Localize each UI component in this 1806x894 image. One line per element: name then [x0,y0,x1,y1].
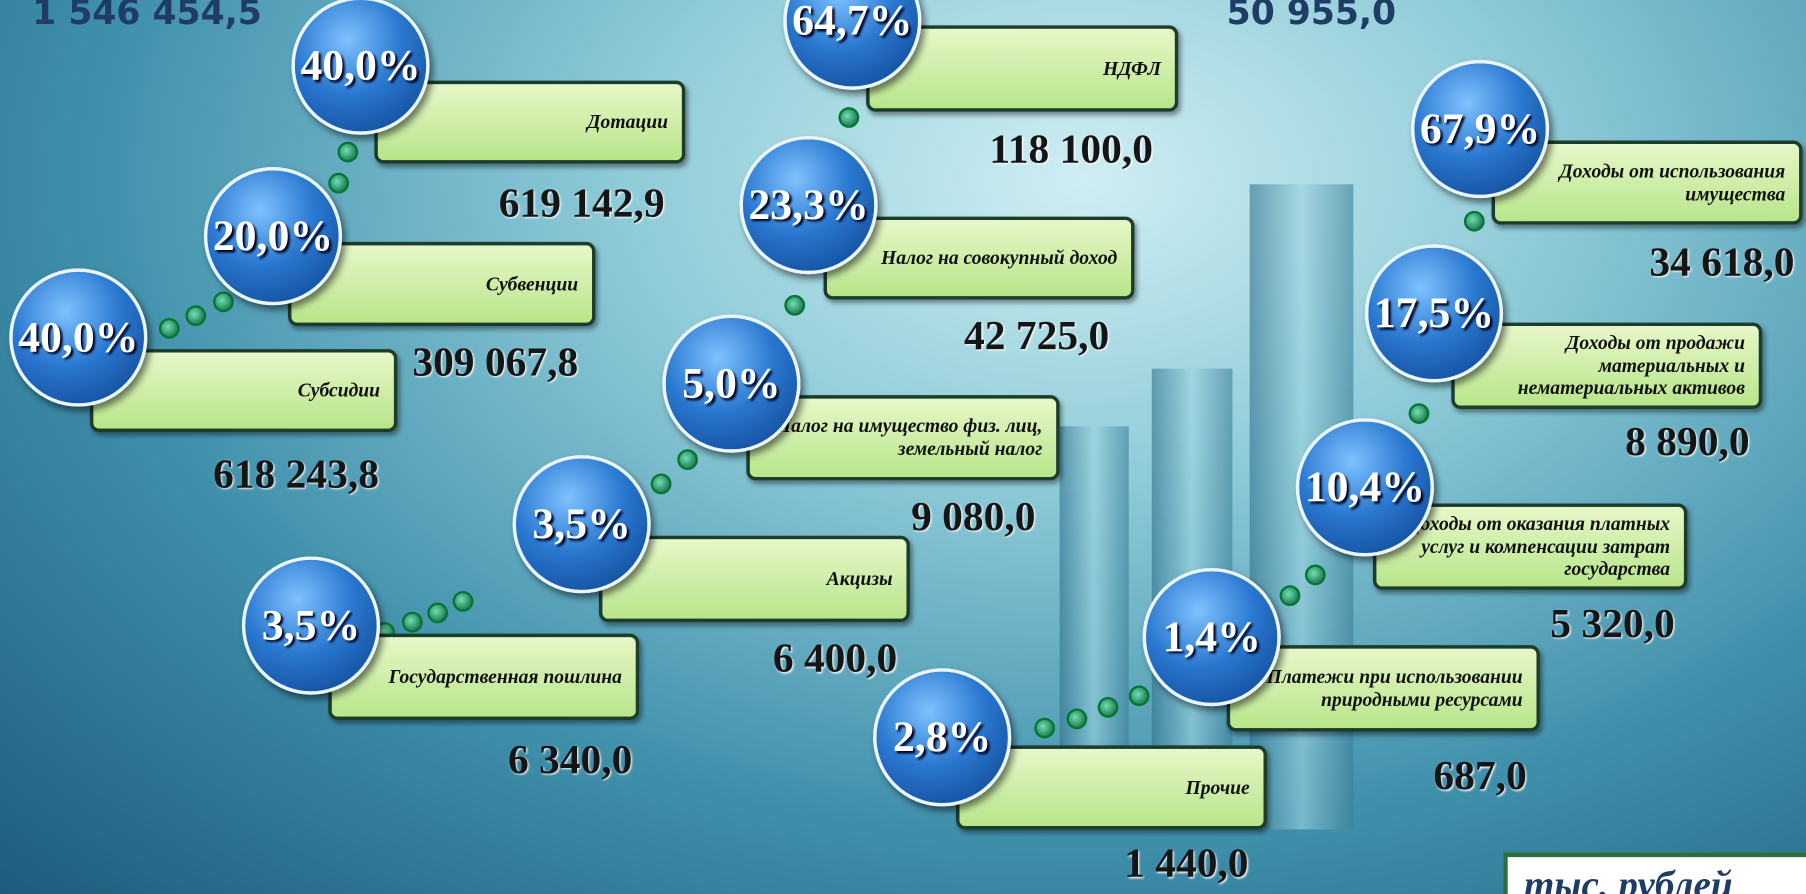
percent-circle: 17,5% [1365,244,1503,382]
percent-circle: 20,0% [204,167,342,305]
percent-circle: 67,9% [1411,60,1549,198]
connector-dot [427,603,448,624]
connector-dot [1129,685,1150,706]
connector-dot [784,295,805,316]
connector-dot [1305,565,1326,586]
stage: 1 546 454,5 50 955,0 тыс. рублей Дотации… [0,0,1806,894]
infographic: 1 546 454,5 50 955,0 тыс. рублей Дотации… [0,0,1806,894]
value: 6 400,0 [773,634,897,682]
percent-circle: 3,5% [513,455,651,593]
value: 5 320,0 [1550,599,1674,647]
connector-dot [1098,697,1119,718]
connector-dot [159,318,180,339]
value: 618 243,8 [213,449,379,497]
value: 8 890,0 [1625,417,1749,465]
value: 118 100,0 [989,124,1153,172]
value: 9 080,0 [911,492,1035,540]
percent-circle: 5,0% [662,315,800,453]
connector-dot [185,305,206,326]
connector-dot [213,291,234,312]
top-value: 50 955,0 [1227,0,1396,33]
percent-circle: 23,3% [739,136,877,274]
value: 42 725,0 [964,311,1109,359]
connector-dot [402,612,423,633]
connector-dot [839,107,860,128]
connector-dot [651,473,672,494]
value: 6 340,0 [508,735,632,783]
value: 1 440,0 [1124,839,1248,887]
connector-dot [328,173,349,194]
value: 34 618,0 [1649,237,1794,285]
percent-circle: 10,4% [1296,418,1434,556]
total: 1 546 454,5 [32,0,262,33]
connector-dot [453,591,474,612]
value: 309 067,8 [412,338,578,386]
connector-dot [677,449,698,470]
connector-dot [1409,403,1430,424]
connector-dot [337,142,358,163]
value: 619 142,9 [499,179,665,227]
percent-circle: 1,4% [1143,568,1281,706]
percent-circle: 2,8% [873,668,1011,806]
connector-dot [1280,585,1301,606]
unit: тыс. рублей [1503,853,1806,894]
percent-circle: 40,0% [9,268,147,406]
connector-dot [1067,709,1088,730]
value: 687,0 [1433,751,1526,799]
percent-circle: 40,0% [291,0,429,135]
connector-dot [1034,718,1055,739]
percent-circle: 3,5% [242,556,380,694]
connector-dot [1464,211,1485,232]
